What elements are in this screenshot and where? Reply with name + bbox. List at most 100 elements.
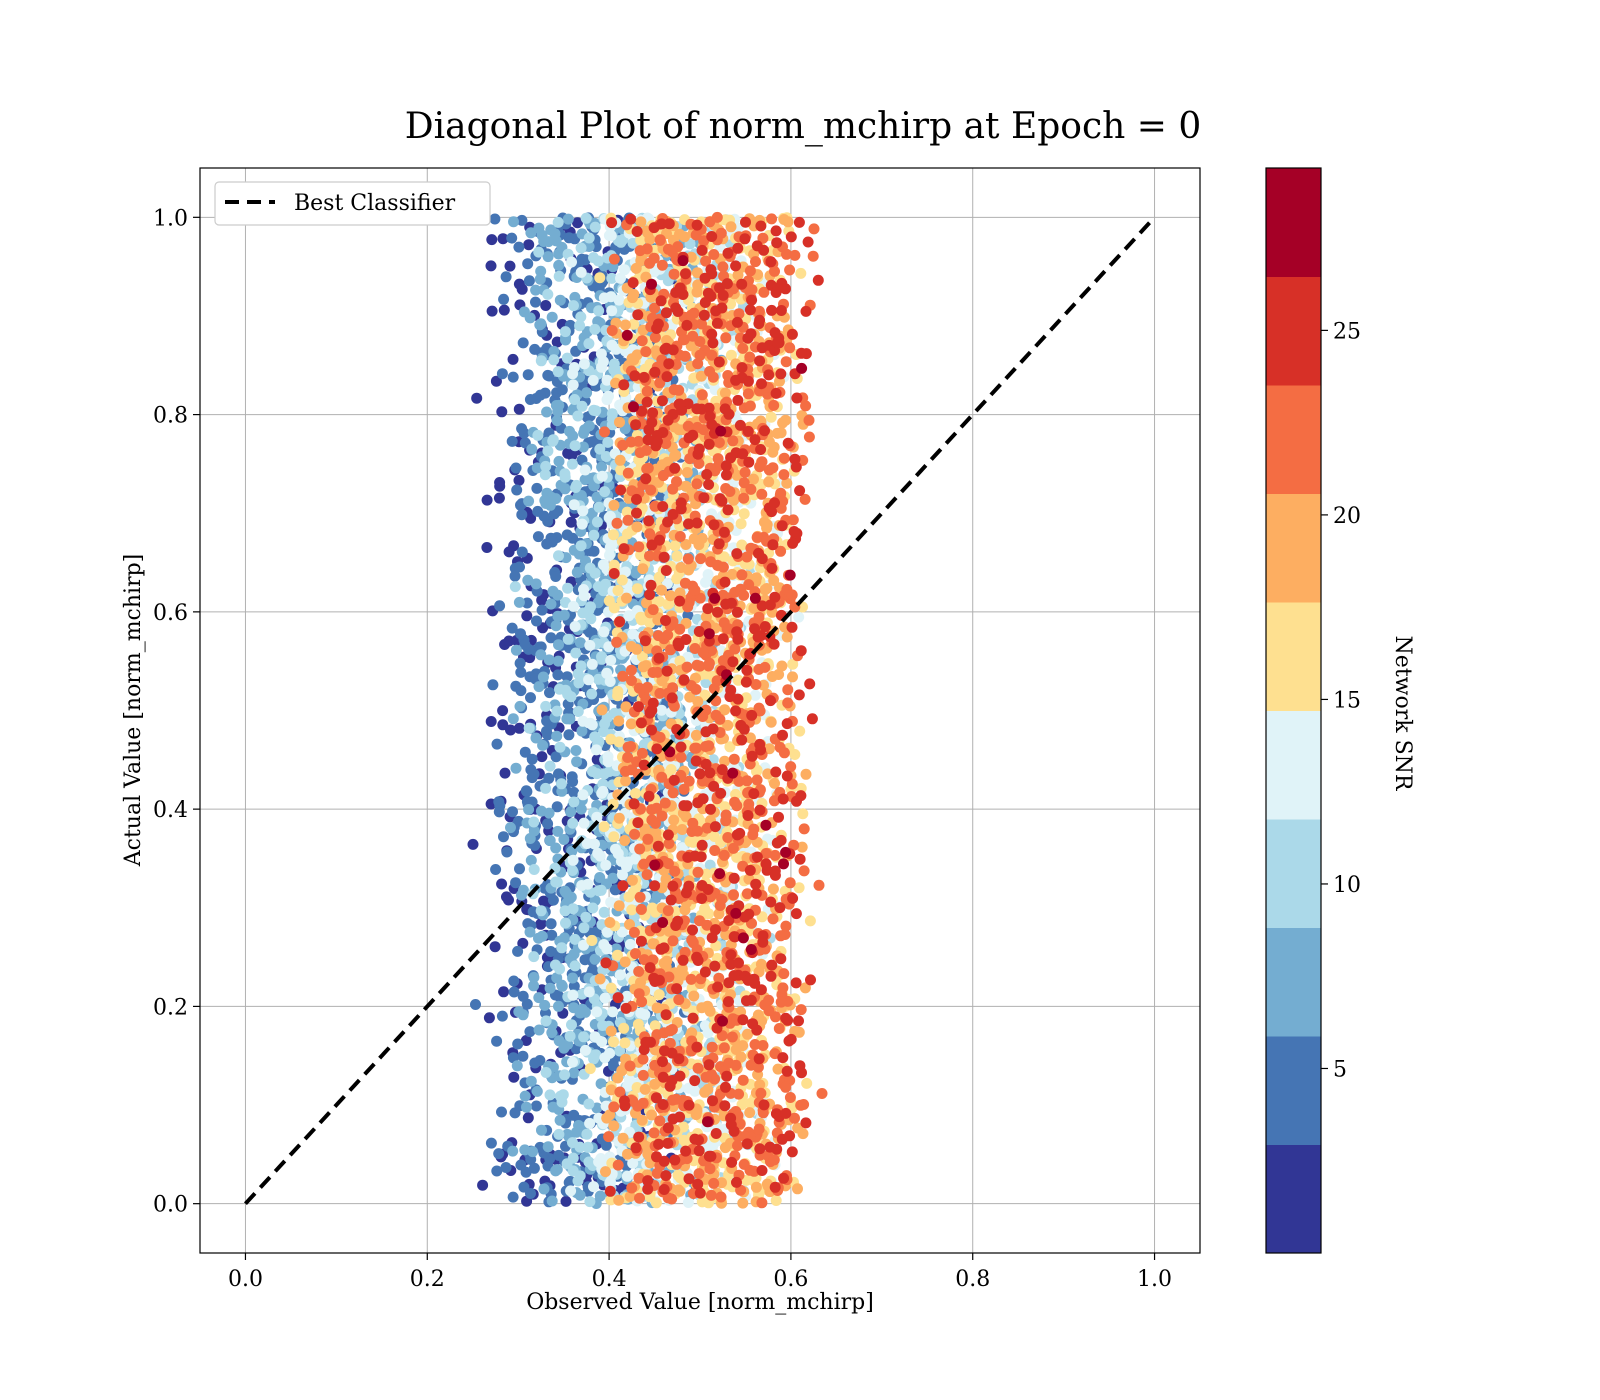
scatter-point xyxy=(690,729,702,741)
scatter-point xyxy=(613,1194,625,1206)
scatter-point xyxy=(773,1023,785,1034)
scatter-point xyxy=(522,574,534,586)
scatter-point xyxy=(583,1156,595,1168)
scatter-point xyxy=(575,242,587,254)
scatter-point xyxy=(533,1024,545,1036)
scatter-point xyxy=(635,234,647,246)
scatter-point xyxy=(684,691,696,703)
scatter-point xyxy=(613,294,625,306)
scatter-point xyxy=(765,411,777,423)
scatter-point xyxy=(558,609,570,621)
scatter-point xyxy=(625,718,637,730)
scatter-point xyxy=(507,1191,519,1203)
scatter-point xyxy=(508,1071,520,1083)
scatter-point xyxy=(594,443,606,455)
scatter-point xyxy=(600,859,612,871)
scatter-point xyxy=(800,768,812,780)
scatter-point xyxy=(578,1031,590,1043)
scatter-point xyxy=(616,926,628,938)
scatter-point xyxy=(683,564,695,576)
scatter-point xyxy=(606,305,618,317)
scatter-point xyxy=(521,610,533,622)
scatter-point xyxy=(568,1067,580,1079)
scatter-point xyxy=(793,882,805,894)
scatter-point xyxy=(792,1183,803,1195)
scatter-point xyxy=(546,1027,558,1039)
scatter-point xyxy=(636,335,648,347)
scatter-point xyxy=(491,1165,503,1177)
scatter-point xyxy=(637,661,649,673)
scatter-point xyxy=(571,756,583,768)
scatter-point xyxy=(498,304,510,316)
scatter-point xyxy=(535,355,547,367)
scatter-point xyxy=(718,551,730,563)
scatter-point xyxy=(507,806,518,818)
scatter-point xyxy=(553,270,565,282)
scatter-point xyxy=(552,669,564,681)
scatter-point xyxy=(568,499,580,511)
scatter-point xyxy=(641,1141,653,1153)
scatter-point xyxy=(514,863,525,875)
scatter-point xyxy=(471,392,483,404)
scatter-point xyxy=(781,477,793,489)
scatter-point xyxy=(601,943,613,955)
scatter-point xyxy=(605,982,617,994)
scatter-point xyxy=(600,1166,611,1178)
scatter-point xyxy=(529,343,541,355)
scatter-point xyxy=(542,729,554,741)
scatter-point xyxy=(523,275,535,287)
scatter-point xyxy=(564,1030,576,1042)
scatter-point xyxy=(595,884,607,896)
scatter-point xyxy=(551,705,563,717)
scatter-point xyxy=(533,246,545,258)
scatter-point xyxy=(579,1044,591,1056)
scatter-point xyxy=(553,455,565,467)
scatter-point xyxy=(542,445,554,457)
scatter-point xyxy=(528,951,540,963)
scatter-point xyxy=(481,494,493,506)
scatter-point xyxy=(611,636,623,648)
scatter-point xyxy=(530,578,542,590)
scatter-point xyxy=(506,232,518,244)
scatter-point xyxy=(708,1177,720,1189)
scatter-point xyxy=(561,529,573,541)
scatter-point xyxy=(552,655,564,667)
scatter-point xyxy=(563,1177,575,1188)
scatter-point xyxy=(726,1031,738,1043)
scatter-point xyxy=(682,553,694,565)
scatter-point xyxy=(763,476,775,488)
scatter-point xyxy=(603,390,614,402)
scatter-point xyxy=(547,585,559,597)
scatter-point xyxy=(606,339,618,351)
scatter-point xyxy=(545,632,557,644)
scatter-point xyxy=(567,1056,578,1068)
scatter-point xyxy=(540,1015,552,1027)
scatter-point xyxy=(604,542,616,554)
scatter-point xyxy=(508,986,520,998)
scatter-point xyxy=(570,647,582,659)
scatter-point xyxy=(520,785,532,797)
scatter-point xyxy=(587,374,599,386)
scatter-point xyxy=(527,1146,539,1158)
scatter-point xyxy=(554,683,565,695)
scatter-point xyxy=(626,904,638,916)
scatter-point xyxy=(534,273,546,285)
scatter-point xyxy=(646,902,658,914)
scatter-point xyxy=(583,420,595,432)
scatter-point xyxy=(589,838,600,850)
scatter-point xyxy=(569,960,581,972)
scatter-point xyxy=(612,1072,624,1084)
scatter-point xyxy=(600,451,612,462)
scatter-point xyxy=(584,717,596,729)
scatter-point xyxy=(614,969,626,981)
scatter-point xyxy=(544,760,556,772)
scatter-point xyxy=(601,667,613,679)
scatter-point xyxy=(558,1042,570,1054)
scatter-point xyxy=(515,666,527,678)
scatter-point xyxy=(749,689,761,701)
scatter-point xyxy=(596,787,608,799)
scatter-point xyxy=(627,1157,639,1169)
scatter-point xyxy=(496,1010,508,1022)
scatter-point xyxy=(513,1006,525,1018)
